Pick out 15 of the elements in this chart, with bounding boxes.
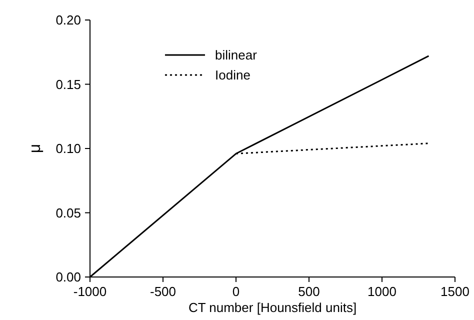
y-axis-title: μ — [27, 144, 44, 154]
x-tick-label: 1500 — [440, 284, 470, 299]
legend-label: bilinear — [215, 48, 258, 62]
y-tick-label: 0.05 — [56, 205, 81, 220]
y-tick-label: 0.15 — [56, 76, 81, 92]
x-tick-label: 500 — [298, 284, 320, 299]
x-tick-label: -500 — [150, 284, 176, 299]
x-tick-label: 1000 — [368, 284, 396, 299]
y-tick-label: 0.10 — [56, 141, 81, 156]
y-tick-label: 0.20 — [56, 12, 81, 28]
x-axis-title: CT number [Hounsfield units] — [188, 300, 357, 315]
x-tick-label: -1000 — [73, 284, 107, 299]
x-tick-label: 0 — [232, 284, 240, 299]
legend-label: Iodine — [215, 68, 250, 82]
y-tick-label: 0.00 — [56, 270, 81, 284]
